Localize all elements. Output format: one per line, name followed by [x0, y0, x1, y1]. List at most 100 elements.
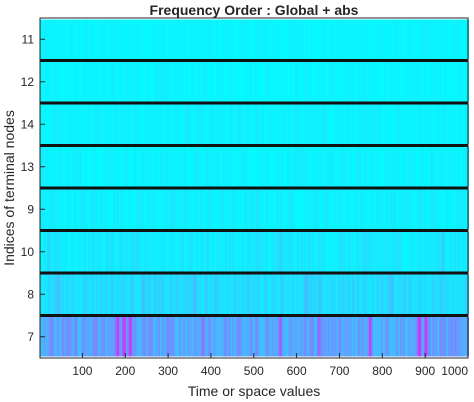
heatmap-cell: [103, 317, 106, 357]
heatmap-cell: [110, 147, 113, 187]
heatmap-cell: [309, 62, 312, 102]
heatmap-cell: [396, 104, 399, 144]
heatmap-cell: [394, 274, 398, 314]
heatmap-cell: [101, 19, 104, 59]
heatmap-cell: [351, 232, 355, 272]
heatmap-cell: [374, 274, 377, 314]
heatmap-cell: [228, 147, 231, 187]
heatmap-cell: [190, 274, 194, 314]
heatmap-cell: [461, 19, 464, 59]
heatmap-cell: [254, 147, 257, 187]
heatmap-cell: [375, 19, 379, 59]
heatmap-cell: [271, 274, 274, 314]
heatmap-cell: [309, 232, 312, 272]
heatmap-cell: [154, 189, 158, 229]
heatmap-cell: [391, 232, 394, 272]
heatmap-cell: [230, 232, 233, 272]
heatmap-cell: [137, 189, 140, 229]
heatmap-cell: [434, 317, 437, 357]
heatmap-cell: [266, 274, 269, 314]
heatmap-cell: [48, 147, 51, 187]
heatmap-cell: [63, 147, 67, 187]
heatmap-cell: [170, 62, 173, 102]
heatmap-cell: [370, 232, 374, 272]
heatmap-cell: [415, 317, 418, 357]
heatmap-cell: [348, 274, 351, 314]
heatmap-cell: [314, 317, 317, 357]
heatmap-cell: [122, 147, 125, 187]
heatmap-cell: [70, 104, 74, 144]
heatmap-cell: [247, 189, 250, 229]
heatmap-cell: [84, 104, 87, 144]
heatmap-cell: [298, 62, 302, 102]
heatmap-cell: [281, 274, 284, 314]
heatmap-cell: [264, 19, 267, 59]
heatmap-cell: [70, 317, 74, 357]
heatmap-cell: [130, 104, 134, 144]
heatmap-cell: [163, 104, 166, 144]
heatmap-cell: [261, 104, 264, 144]
heatmap-cell: [336, 274, 339, 314]
heatmap-cell: [93, 232, 96, 272]
heatmap-cell: [221, 189, 224, 229]
heatmap-cell: [401, 147, 404, 187]
heatmap-cell: [111, 19, 115, 59]
heatmap-cell: [300, 232, 303, 272]
heatmap-cell: [84, 19, 87, 59]
heatmap-cell: [219, 147, 223, 187]
heatmap-cell: [190, 189, 194, 229]
heatmap-cell: [60, 104, 63, 144]
heatmap-cell: [329, 104, 332, 144]
heatmap-cell: [324, 104, 327, 144]
heatmap-cell: [127, 19, 130, 59]
heatmap-cell: [70, 19, 74, 59]
heatmap-cell: [156, 19, 159, 59]
heatmap-cell: [57, 104, 60, 144]
heatmap-cell: [175, 317, 178, 357]
heatmap-cell: [302, 62, 305, 102]
heatmap-cell: [372, 104, 375, 144]
heatmap-cell: [338, 274, 341, 314]
heatmap-cell: [379, 19, 382, 59]
heatmap-cell: [187, 189, 190, 229]
heatmap-cell: [458, 317, 461, 357]
heatmap-cell: [281, 19, 284, 59]
heatmap-cell: [286, 317, 290, 357]
heatmap-cell: [351, 189, 355, 229]
heatmap-cell: [300, 19, 303, 59]
heatmap-cell: [55, 232, 58, 272]
heatmap-cell: [303, 274, 307, 314]
heatmap-cell: [237, 147, 240, 187]
heatmap-cell: [86, 147, 89, 187]
heatmap-cell: [101, 147, 104, 187]
heatmap-cell: [324, 189, 327, 229]
heatmap-cell: [99, 19, 103, 59]
heatmap-cell: [221, 232, 224, 272]
heatmap-cell: [309, 147, 312, 187]
heatmap-cell: [123, 147, 127, 187]
heatmap-cell: [333, 19, 336, 59]
heatmap-cell: [288, 62, 291, 102]
heatmap-cell: [168, 19, 171, 59]
heatmap-cell: [207, 147, 211, 187]
heatmap-cell: [147, 189, 151, 229]
heatmap-cell: [175, 274, 178, 314]
heatmap-cell: [254, 274, 257, 314]
heatmap-cell: [374, 19, 377, 59]
heatmap-cell: [105, 62, 108, 102]
heatmap-cell: [439, 62, 442, 102]
heatmap-cell: [317, 274, 320, 314]
heatmap-cell: [231, 317, 235, 357]
heatmap-cell: [50, 232, 53, 272]
heatmap-cell: [115, 317, 118, 357]
heatmap-cell: [189, 62, 192, 102]
heatmap-cell: [278, 62, 281, 102]
heatmap-cell: [329, 232, 332, 272]
heatmap-cell: [231, 274, 235, 314]
heatmap-cell: [310, 19, 314, 59]
heatmap-cell: [243, 62, 247, 102]
heatmap-cell: [374, 317, 377, 357]
heatmap-cell: [442, 317, 446, 357]
heatmap-cell: [451, 62, 454, 102]
